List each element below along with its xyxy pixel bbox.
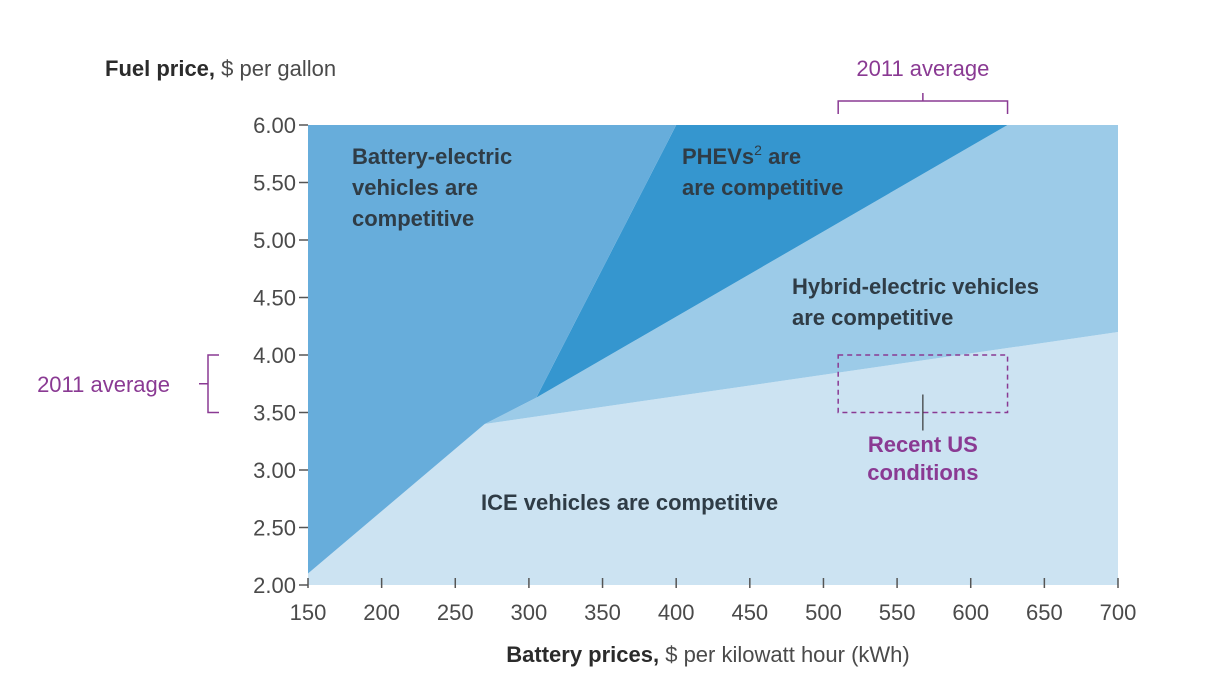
- region-ice-vehicles-are-competitive: [308, 332, 1118, 585]
- label-battery-electric-vehicles-are-competitive: Battery-electric vehicles are competitive: [352, 144, 512, 231]
- axes: 2.00 2.50 3.00 3.50 4.00 4.50 5.00 5.50 6.00 150 2…: [253, 113, 1136, 625]
- recent-us-conditions-box: [837, 354, 1009, 414]
- x-tick-label: 600: [952, 600, 989, 625]
- chart-regions: [308, 125, 1118, 585]
- y-tick-label: 5.50: [253, 171, 296, 196]
- x-axis-title: Battery prices, $ per kilowatt hour (kWh…: [506, 642, 910, 667]
- x-tick-label: 500: [805, 600, 842, 625]
- y-tick-label: 3.50: [253, 401, 296, 426]
- y-tick-label: 3.00: [253, 458, 296, 483]
- region-hybrid-electric-vehicles-are-competitive: [484, 125, 1118, 424]
- y-tick-label: 4.00: [253, 343, 296, 368]
- label-ice-vehicles-are-competitive: ICE vehicles are competitive: [481, 490, 778, 515]
- label-phevs-are-competitive: PHEVs2 are are competitive: [682, 142, 843, 200]
- y-tick-label: 4.50: [253, 286, 296, 311]
- x-tick-label: 200: [363, 600, 400, 625]
- annotations: 2011 average 2011 average Recent US conditi…: [37, 56, 1009, 485]
- region-labels: ICE vehicles are competitive Hybrid-elect…: [352, 142, 1039, 515]
- top-range-bracket: [837, 93, 1009, 114]
- x-tick-label: 450: [731, 600, 768, 625]
- phev-superscript: 2: [754, 142, 762, 158]
- x-tick-label: 300: [511, 600, 548, 625]
- y-tick-label: 2.00: [253, 573, 296, 598]
- recent-us-conditions-label: Recent US conditions: [867, 432, 978, 485]
- label-hybrid-electric-vehicles-are-competitive: Hybrid-electric vehicles are competitive: [792, 274, 1039, 330]
- left-range-label: 2011 average: [37, 372, 170, 397]
- left-range-bracket: [199, 354, 219, 414]
- region-battery-electric-vehicles-are-competitive: [308, 125, 677, 574]
- x-tick-label: 150: [290, 600, 327, 625]
- top-range-label: 2011 average: [856, 56, 989, 81]
- x-tick-label: 550: [879, 600, 916, 625]
- x-tick-label: 650: [1026, 600, 1063, 625]
- x-tick-label: 250: [437, 600, 474, 625]
- region-phevs-are-competitive: [536, 125, 1008, 398]
- x-tick-label: 700: [1100, 600, 1137, 625]
- x-tick-label: 350: [584, 600, 621, 625]
- y-axis-title: Fuel price, $ per gallon: [105, 56, 336, 81]
- x-tick-label: 400: [658, 600, 695, 625]
- y-tick-label: 6.00: [253, 113, 296, 138]
- y-tick-label: 5.00: [253, 228, 296, 253]
- y-tick-label: 2.50: [253, 516, 296, 541]
